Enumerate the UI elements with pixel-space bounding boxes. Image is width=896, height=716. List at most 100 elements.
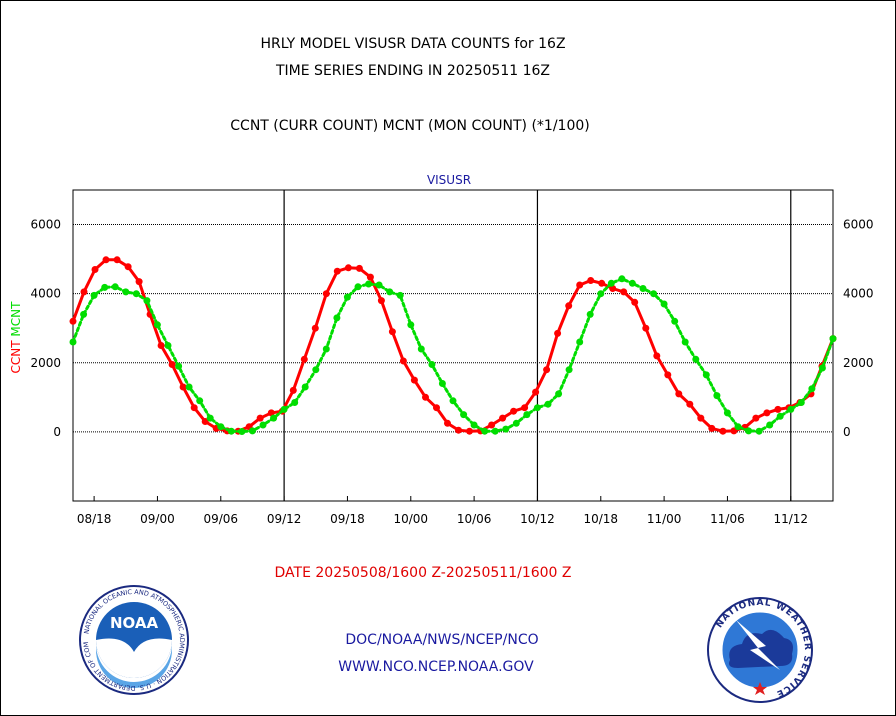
data-point-mcnt: [185, 383, 193, 391]
data-point-mcnt: [206, 414, 214, 422]
data-point-ccnt: [300, 355, 308, 363]
data-point-mcnt: [565, 366, 573, 374]
x-tick-label: 09/00: [140, 512, 175, 526]
x-tick-label: 11/06: [710, 512, 745, 526]
x-tick-label: 09/06: [203, 512, 238, 526]
data-point-mcnt: [386, 288, 394, 296]
y-tick-label-right: 2000: [843, 356, 874, 370]
series-line-ccnt: [71, 258, 835, 433]
data-point-ccnt: [686, 400, 694, 408]
y-axis-label: CCNT MCNT: [9, 301, 23, 374]
grid-lines: [73, 190, 833, 501]
data-point-ccnt: [653, 352, 661, 360]
y-axis-label-text: CCNT MCNT: [9, 301, 23, 374]
data-point-mcnt: [333, 314, 341, 322]
y-tick-label-right: 0: [843, 425, 851, 439]
data-point-ccnt: [499, 414, 507, 422]
data-point-mcnt: [111, 283, 119, 291]
data-point-ccnt: [311, 324, 319, 332]
data-point-ccnt: [576, 281, 584, 289]
data-point-mcnt: [449, 397, 457, 405]
x-tick-label: 10/18: [583, 512, 618, 526]
data-point-ccnt: [322, 290, 330, 298]
data-point-mcnt: [766, 421, 774, 429]
data-point-ccnt: [157, 342, 165, 349]
data-point-mcnt: [354, 283, 362, 291]
data-point-mcnt: [132, 290, 140, 298]
data-point-mcnt: [481, 427, 489, 435]
data-point-ccnt: [664, 371, 672, 379]
data-point-ccnt: [763, 409, 771, 417]
plot-area: [72, 189, 834, 502]
data-point-mcnt: [90, 291, 98, 299]
data-point-ccnt: [455, 426, 462, 434]
y-tick-label-left: 2000: [30, 356, 61, 370]
x-tick-label: 09/12: [267, 512, 302, 526]
data-point-ccnt: [366, 273, 374, 281]
data-point-ccnt: [377, 297, 385, 305]
axis-ticks: 0 0 2000 2000 4000 4000 6000 6000 08/18 09/00 09/0…: [30, 218, 873, 526]
data-point-mcnt: [544, 400, 552, 408]
data-point-mcnt: [555, 390, 563, 398]
data-point-mcnt: [196, 397, 204, 405]
data-point-mcnt: [322, 345, 330, 353]
y-tick-label-left: 6000: [30, 218, 61, 232]
y-tick-label-left: 4000: [30, 287, 61, 301]
x-tick-label: 10/00: [393, 512, 428, 526]
data-point-ccnt: [598, 279, 606, 287]
data-point-ccnt: [388, 328, 396, 336]
x-tick-label: 10/12: [520, 512, 555, 526]
data-point-ccnt: [256, 414, 264, 422]
data-point-mcnt: [491, 427, 499, 435]
data-point-mcnt: [365, 280, 373, 288]
noaa-logo: NOAA NATIONAL OCEANIC AND ATMOSPHERIC AD…: [79, 585, 189, 695]
data-point-ccnt: [675, 390, 683, 398]
data-point-mcnt: [502, 425, 510, 433]
data-point-mcnt: [470, 421, 478, 429]
data-point-ccnt: [433, 404, 440, 412]
data-point-mcnt: [660, 300, 668, 308]
data-point-mcnt: [122, 288, 130, 296]
data-point-mcnt: [818, 364, 826, 372]
y-tick-label-left: 0: [53, 425, 61, 439]
org-path-text: DOC/NOAA/NWS/NCEP/NCO: [345, 632, 539, 648]
data-point-mcnt: [692, 355, 700, 363]
data-point-mcnt: [217, 423, 225, 431]
data-point-ccnt: [80, 288, 88, 296]
data-point-mcnt: [639, 285, 647, 292]
data-point-ccnt: [532, 388, 540, 396]
data-point-mcnt: [681, 338, 689, 346]
data-point-ccnt: [565, 302, 573, 310]
data-point-ccnt: [631, 298, 639, 306]
data-point-ccnt: [168, 361, 176, 368]
data-point-ccnt: [587, 277, 595, 284]
data-point-mcnt: [428, 361, 436, 368]
data-point-ccnt: [135, 278, 143, 286]
chart-title-line-2: TIME SERIES ENDING IN 20250511 16Z: [276, 63, 550, 79]
data-point-mcnt: [713, 392, 721, 400]
plot-title: VISUSR: [427, 173, 471, 187]
data-point-ccnt: [488, 421, 496, 429]
data-point-mcnt: [259, 421, 267, 429]
data-point-mcnt: [301, 383, 309, 391]
date-range-label: DATE 20250508/1600 Z-20250511/1600 Z: [274, 565, 572, 581]
data-point-mcnt: [69, 338, 77, 346]
data-point-mcnt: [512, 419, 520, 427]
data-point-ccnt: [697, 414, 705, 422]
data-point-ccnt: [113, 256, 121, 264]
y-tick-label-right: 4000: [843, 287, 874, 301]
data-point-mcnt: [396, 291, 404, 299]
data-point-ccnt: [399, 357, 407, 365]
data-point-ccnt: [124, 263, 132, 271]
data-point-ccnt: [333, 267, 341, 275]
data-point-mcnt: [734, 423, 742, 431]
series-description: CCNT (CURR COUNT) MCNT (MON COUNT) (*1/1…: [230, 118, 590, 134]
data-point-mcnt: [650, 290, 658, 298]
nws-star-icon: [753, 682, 767, 695]
data-point-ccnt: [466, 427, 473, 435]
data-point-mcnt: [164, 342, 172, 349]
data-point-mcnt: [407, 321, 415, 329]
data-point-mcnt: [745, 427, 753, 435]
data-point-mcnt: [238, 428, 246, 435]
data-point-ccnt: [554, 329, 562, 337]
